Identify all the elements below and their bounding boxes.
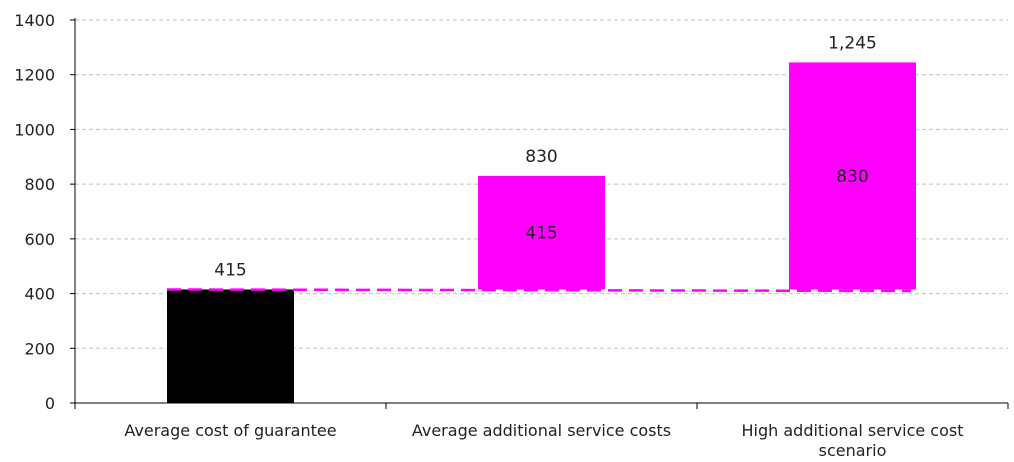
reference-line-group <box>166 288 912 293</box>
total-data-label: 1,245 <box>828 33 877 53</box>
y-tick-label: 1200 <box>14 66 55 85</box>
x-category-label: High additional service cost <box>742 421 964 440</box>
y-tick-label: 1400 <box>14 11 55 30</box>
y-tick-label: 0 <box>45 394 55 413</box>
bar-1 <box>167 289 294 403</box>
x-category-label: scenario <box>819 441 887 460</box>
bar-2 <box>478 175 605 290</box>
segment-data-label: 830 <box>836 167 868 187</box>
total-data-label: 415 <box>214 260 246 280</box>
y-tick-label: 400 <box>24 285 55 304</box>
bar-3 <box>789 62 916 290</box>
segment-data-label: 415 <box>525 224 557 244</box>
y-tick-label: 200 <box>24 339 55 358</box>
axes <box>70 18 1009 409</box>
labels: 0 200 400 600 800 1000 1200 1400 415 Average cost… <box>14 11 963 460</box>
x-category-label: Average additional service costs <box>412 421 671 440</box>
y-tick-label: 600 <box>24 230 55 249</box>
y-tick-label: 800 <box>24 175 55 194</box>
reference-line <box>166 288 912 293</box>
y-tick-label: 1000 <box>14 120 55 139</box>
x-category-label: Average cost of guarantee <box>124 421 336 440</box>
total-data-label: 830 <box>525 147 557 167</box>
bars <box>167 62 916 403</box>
